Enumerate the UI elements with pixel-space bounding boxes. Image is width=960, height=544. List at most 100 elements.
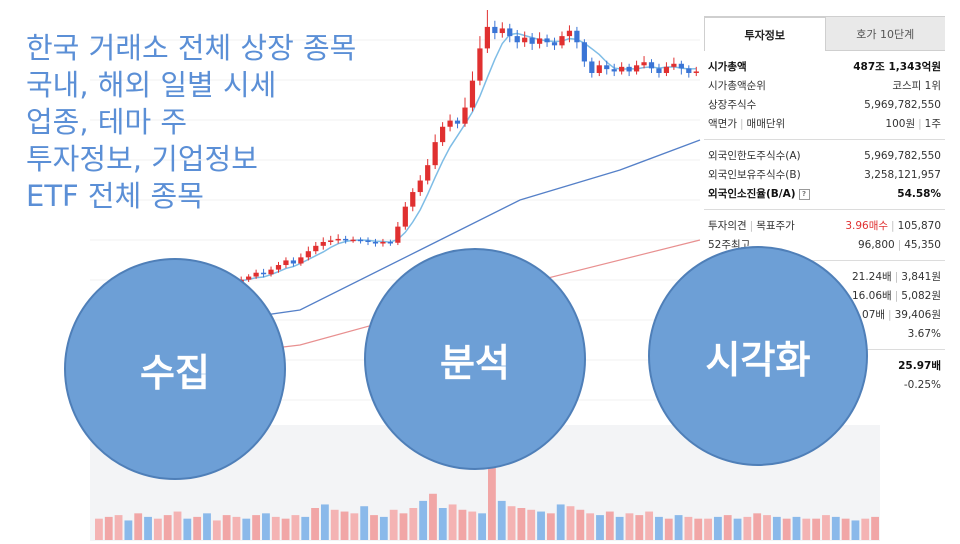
volume-bar (851, 520, 860, 540)
candle-body (566, 30, 573, 37)
par-unit-label: 액면가 | 매매단위 (708, 118, 786, 130)
volume-bar (301, 516, 310, 540)
candle-body (417, 180, 423, 193)
volume-bar (674, 515, 683, 540)
foreign-limit-row: 외국인한도주식수(A) 5,969,782,550 (708, 146, 941, 165)
week52-high-value: 96,800 (857, 238, 895, 251)
week52-low-value: 45,350 (904, 238, 941, 251)
candle-body (328, 240, 334, 242)
volume-bar (478, 513, 486, 540)
volume-bar (763, 515, 771, 540)
volume-bar (488, 460, 496, 540)
foreign-ratio-row: 외국인소진율(B/A)? 54.58% (708, 184, 941, 203)
tab-investment-info[interactable]: 투자정보 (704, 17, 826, 51)
market-cap-rank-value: 코스피 1위 (892, 80, 941, 92)
volume-bar (124, 520, 133, 540)
candle-body (425, 165, 431, 181)
candle-body (387, 241, 394, 244)
candle-body (357, 239, 364, 242)
volume-bar (625, 513, 634, 540)
candle-body (275, 265, 282, 270)
foreign-limit-label: 외국인한도주식수(A) (708, 150, 801, 162)
candle-body (402, 206, 408, 227)
foreign-hold-value: 3,258,121,957 (864, 168, 941, 181)
estimated-per-value: 16.06배 (851, 290, 892, 302)
volume-bar (291, 515, 300, 540)
volume-bar (153, 518, 162, 540)
foreign-ratio-value: 54.58% (897, 187, 941, 200)
volume-bar (419, 500, 428, 540)
candle-body (559, 36, 565, 46)
candle-body (313, 245, 319, 252)
headline-line: ETF 전체 종목 (26, 179, 204, 213)
candle-body (529, 37, 535, 44)
sector-change-value: -0.25% (903, 378, 941, 391)
opinion-value: 3.96매수 (845, 220, 889, 232)
volume-bar (144, 516, 152, 540)
volume-bar (232, 516, 241, 540)
volume-bar (203, 513, 211, 540)
candle-body (268, 269, 274, 275)
volume-bar (546, 513, 555, 540)
volume-bar (694, 518, 703, 540)
dividend-row: 3.67% (708, 324, 941, 343)
volume-bar (173, 511, 182, 540)
foreign-limit-value: 5,969,782,550 (864, 149, 941, 162)
candle-body (290, 260, 297, 264)
candle-body (544, 38, 550, 43)
estimated-eps-value: 5,082원 (901, 290, 941, 302)
volume-bar (507, 506, 516, 540)
candle-body (522, 37, 528, 43)
volume-bar (822, 515, 830, 540)
candle-body (633, 65, 640, 72)
candle-body (499, 28, 505, 34)
help-icon[interactable]: ? (798, 188, 810, 200)
volume-bar (772, 516, 781, 540)
volume-bar (271, 516, 280, 540)
candle-body (551, 42, 558, 46)
volume-bar (841, 518, 850, 540)
volume-bar (429, 493, 437, 540)
sector-per-row: 25.97배 (708, 356, 941, 375)
candle-body (305, 251, 311, 258)
par-value-value: 100원 (885, 118, 916, 130)
volume-bar (537, 511, 545, 540)
candle-body (320, 241, 326, 246)
listed-shares-label: 상장주식수 (708, 99, 757, 111)
volume-bar (733, 518, 742, 540)
tab-order-book[interactable]: 호가 10단계 (825, 17, 945, 51)
volume-bar (635, 515, 644, 540)
foreign-ratio-label: 외국인소진율(B/A) (708, 188, 796, 200)
sector-group: 25.97배 -0.25% (704, 350, 945, 400)
volume-bar (360, 506, 369, 540)
volume-bar (458, 509, 467, 540)
candlestick-series (231, 10, 699, 285)
analyze-label: 분석 (440, 340, 510, 385)
volume-bar (95, 518, 103, 540)
candle-body (663, 66, 670, 73)
candle-body (536, 38, 543, 44)
candle-body (507, 28, 513, 37)
volume-bar (320, 504, 329, 540)
volume-bar (262, 513, 270, 540)
volume-bar (252, 515, 261, 540)
candle-body (253, 272, 259, 277)
volume-bar (792, 516, 801, 540)
candle-body (298, 257, 304, 264)
sector-change-row: -0.25% (708, 375, 941, 394)
candle-body (671, 63, 677, 67)
volume-bar (193, 516, 202, 540)
target-price-label: 목표주가 (756, 220, 795, 232)
candle-body (492, 26, 498, 34)
volume-bar (861, 518, 870, 540)
estimated-per-row: 16.06배 | 5,082원 (851, 290, 941, 302)
candle-body (581, 42, 587, 62)
bps-value: 39,406원 (894, 309, 941, 321)
candle-body (589, 61, 595, 73)
volume-bar (114, 515, 123, 540)
market-cap-rank-label[interactable]: 시가총액순위 (708, 80, 766, 92)
candle-body (410, 192, 416, 207)
volume-bar (350, 513, 359, 540)
opinion-group: 투자의견 | 목표주가 3.96매수 | 105,870 52주최고 96,800 | 45… (704, 210, 945, 261)
headline-line: 업종, 테마 주 (26, 105, 188, 139)
